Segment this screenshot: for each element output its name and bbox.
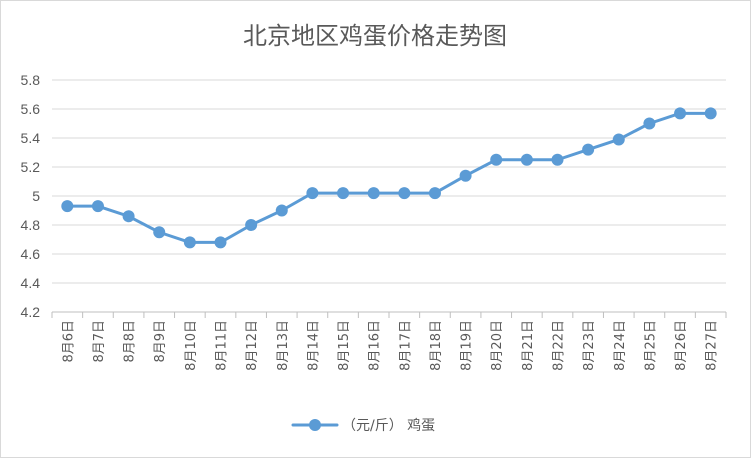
x-tick-label: 8月20日: [490, 320, 505, 371]
y-tick-label: 4.2: [21, 304, 41, 320]
x-tick-label: 8月7日: [92, 320, 107, 363]
x-tick-label: 8月11日: [215, 320, 230, 371]
data-point: [337, 187, 350, 200]
gridlines: [52, 79, 726, 284]
legend-marker: [309, 419, 321, 431]
y-tick-label: 5.4: [21, 130, 41, 146]
data-point: [704, 107, 717, 120]
chart-title: 北京地区鸡蛋价格走势图: [243, 22, 507, 50]
x-tick-label: 8月26日: [674, 320, 689, 371]
x-axis-ticks: 8月6日 8月7日 8月8日 8月9日 8月10日 8月11日 8月12日 8月13日 8月14…: [51, 312, 727, 371]
y-axis-ticks: 4.2 4.4 4.6 4.8 5 5.2 5.4 5.6 5.8: [21, 72, 41, 320]
y-tick-label: 4.4: [21, 275, 41, 291]
series-layer: [61, 107, 717, 249]
data-point: [520, 153, 533, 166]
data-point: [245, 219, 258, 231]
data-point: [91, 200, 104, 213]
data-point: [674, 107, 687, 120]
data-point: [428, 187, 441, 200]
legend-label: （元/斤） 鸡蛋: [342, 417, 435, 434]
x-tick-label: 8月23日: [582, 320, 597, 371]
y-tick-label: 4.8: [21, 217, 41, 233]
data-point: [153, 226, 166, 239]
data-point: [275, 204, 288, 217]
data-point: [582, 143, 595, 156]
x-tick-label: 8月15日: [337, 320, 352, 371]
x-tick-label: 8月6日: [61, 320, 76, 363]
y-tick-label: 5.6: [21, 101, 41, 117]
data-point: [214, 236, 227, 249]
x-tick-label: 8月14日: [306, 320, 321, 371]
x-tick-label: 8月10日: [184, 320, 199, 371]
data-point: [643, 117, 656, 130]
x-tick-label: 8月17日: [398, 320, 413, 371]
x-tick-label: 8月22日: [552, 320, 567, 371]
data-point: [459, 169, 472, 182]
x-tick-label: 8月21日: [521, 320, 536, 371]
data-point: [398, 187, 411, 200]
y-tick-label: 5.2: [21, 159, 41, 175]
x-tick-label: 8月12日: [245, 320, 260, 371]
data-point: [490, 153, 503, 166]
data-point: [306, 187, 319, 200]
legend: （元/斤） 鸡蛋: [291, 417, 435, 434]
x-tick-label: 8月25日: [643, 320, 658, 371]
y-tick-label: 5: [32, 188, 40, 204]
x-tick-label: 8月9日: [153, 320, 168, 363]
data-point: [122, 210, 135, 223]
x-tick-label: 8月8日: [123, 320, 138, 363]
series-line: [65, 111, 713, 244]
x-tick-label: 8月13日: [276, 320, 291, 371]
x-tick-label: 8月27日: [705, 320, 720, 371]
y-tick-label: 5.8: [21, 72, 41, 88]
data-point: [367, 187, 380, 200]
y-tick-label: 4.6: [21, 246, 41, 262]
x-tick-label: 8月19日: [460, 320, 475, 371]
x-tick-label: 8月18日: [429, 320, 444, 371]
data-point: [183, 236, 196, 249]
data-point: [551, 153, 564, 166]
x-tick-label: 8月24日: [613, 320, 628, 371]
data-point: [612, 133, 625, 146]
data-point: [61, 200, 74, 213]
x-tick-label: 8月16日: [368, 320, 383, 371]
